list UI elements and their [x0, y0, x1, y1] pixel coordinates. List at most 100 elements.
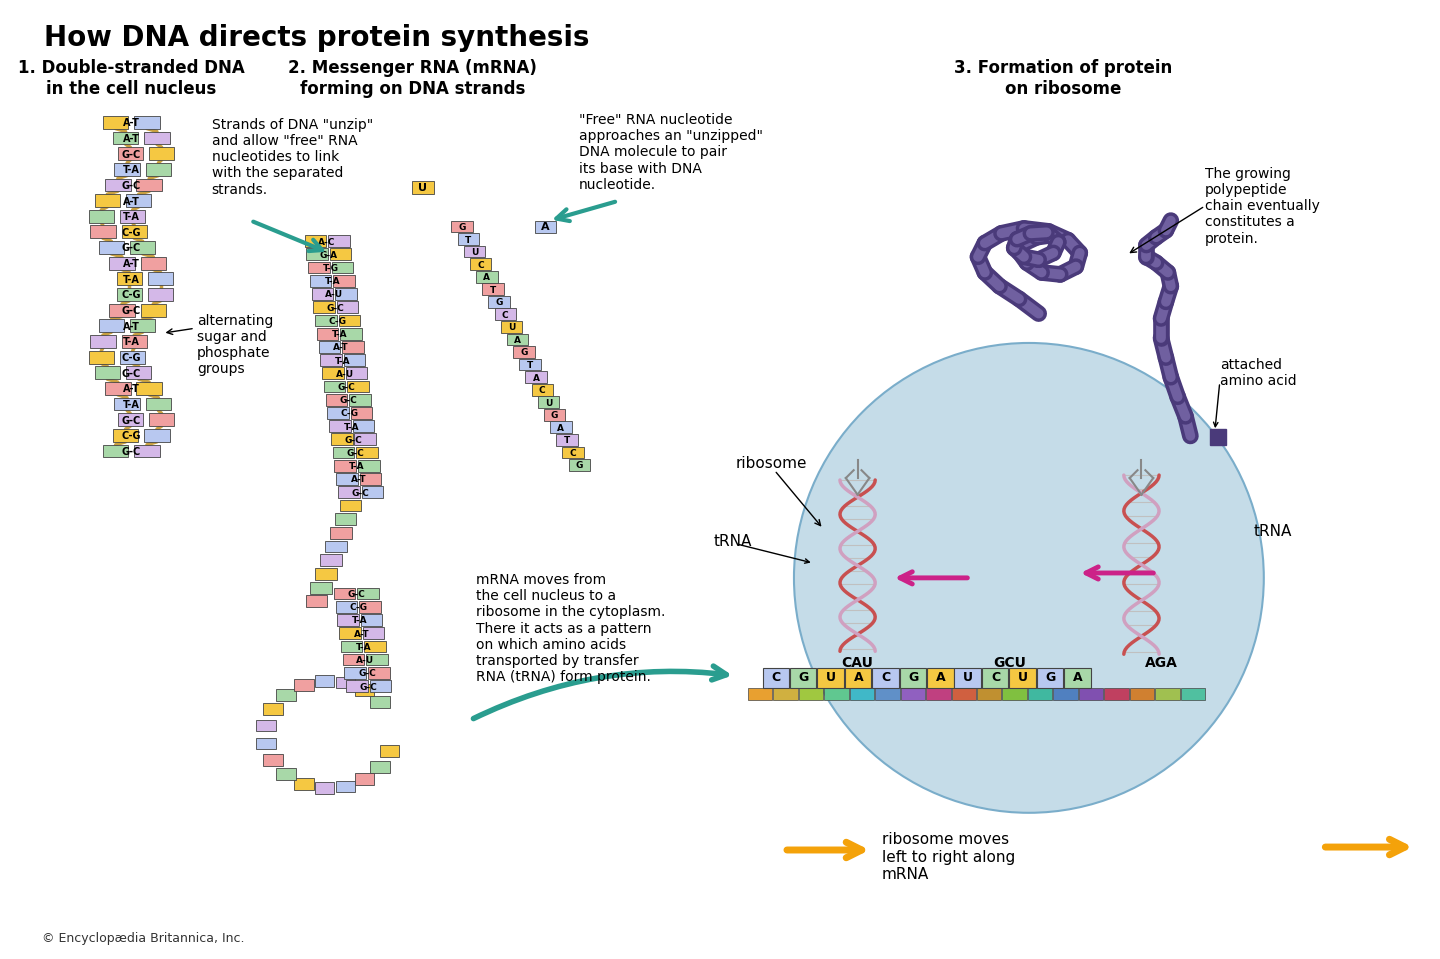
Bar: [1009, 667, 1035, 688]
Bar: [356, 447, 377, 458]
Bar: [338, 315, 360, 326]
Text: T-A: T-A: [122, 338, 140, 347]
Bar: [520, 359, 541, 370]
Bar: [145, 163, 171, 175]
Text: A: A: [541, 222, 550, 232]
Bar: [314, 675, 334, 687]
Text: T: T: [564, 436, 570, 445]
Bar: [276, 768, 297, 781]
Bar: [118, 413, 143, 426]
Bar: [315, 568, 337, 580]
Bar: [328, 235, 350, 247]
Bar: [982, 667, 1008, 688]
Bar: [537, 396, 559, 409]
Bar: [89, 210, 114, 222]
Text: C-G: C-G: [348, 603, 367, 612]
Bar: [118, 147, 143, 160]
Text: AGA: AGA: [1145, 656, 1178, 670]
Text: G-C: G-C: [121, 306, 141, 316]
Bar: [337, 301, 359, 313]
Bar: [544, 409, 566, 421]
Text: T: T: [465, 236, 471, 245]
Bar: [121, 335, 147, 348]
Text: C-G: C-G: [121, 291, 141, 300]
Bar: [109, 304, 135, 316]
Bar: [334, 460, 356, 472]
Text: G-C: G-C: [121, 447, 141, 457]
Bar: [364, 641, 386, 652]
Text: T-A: T-A: [344, 423, 360, 432]
Text: CAU: CAU: [841, 656, 874, 670]
Bar: [556, 434, 577, 446]
Bar: [310, 275, 331, 287]
Bar: [105, 178, 131, 191]
Text: U: U: [544, 399, 552, 408]
Bar: [818, 667, 844, 688]
Text: A-T: A-T: [351, 476, 367, 484]
Bar: [102, 116, 128, 129]
Text: ribosome moves
left to right along
mRNA: ribosome moves left to right along mRNA: [883, 832, 1015, 882]
Bar: [927, 667, 953, 688]
Text: alternating
sugar and
phosphate
groups: alternating sugar and phosphate groups: [197, 314, 274, 376]
Text: G-C: G-C: [340, 396, 357, 406]
Bar: [451, 221, 472, 232]
Bar: [137, 178, 161, 191]
Text: The growing
polypeptide
chain eventually
constitutes a
protein.: The growing polypeptide chain eventually…: [1205, 167, 1320, 246]
Bar: [1002, 688, 1027, 700]
Bar: [1181, 688, 1205, 700]
Bar: [1155, 688, 1179, 700]
Bar: [348, 394, 370, 406]
Bar: [137, 382, 161, 395]
Bar: [331, 433, 353, 445]
Text: A-T: A-T: [122, 322, 140, 332]
Bar: [347, 381, 369, 392]
Text: G: G: [799, 671, 809, 684]
Bar: [336, 288, 357, 300]
Bar: [336, 601, 357, 613]
Bar: [353, 420, 374, 432]
Bar: [976, 688, 1001, 700]
Text: ribosome: ribosome: [736, 456, 806, 471]
Bar: [141, 257, 166, 269]
Bar: [325, 541, 347, 552]
Bar: [412, 181, 433, 194]
Bar: [1079, 688, 1103, 700]
Bar: [95, 366, 120, 379]
Bar: [307, 248, 328, 260]
Bar: [340, 328, 361, 339]
Bar: [747, 688, 772, 700]
Bar: [114, 398, 140, 410]
Text: C: C: [503, 311, 508, 319]
Bar: [91, 225, 115, 238]
Bar: [873, 667, 899, 688]
Bar: [346, 367, 367, 379]
Text: tRNA: tRNA: [1254, 524, 1292, 539]
Bar: [369, 667, 389, 679]
Bar: [773, 688, 798, 700]
Bar: [148, 413, 174, 426]
Bar: [89, 351, 114, 363]
Text: C-G: C-G: [121, 432, 141, 441]
Text: U: U: [1018, 671, 1028, 684]
Text: G-C: G-C: [347, 590, 366, 599]
Bar: [91, 335, 115, 348]
Bar: [148, 272, 173, 285]
Bar: [354, 433, 376, 445]
Bar: [134, 445, 160, 457]
Text: A-T: A-T: [333, 343, 348, 352]
Circle shape: [793, 343, 1264, 813]
Bar: [1130, 688, 1155, 700]
Text: How DNA directs protein synthesis: How DNA directs protein synthesis: [45, 24, 589, 52]
Text: G-C: G-C: [360, 683, 377, 691]
Bar: [1037, 667, 1063, 688]
Bar: [148, 147, 174, 160]
Text: T: T: [490, 286, 497, 294]
Text: G-C: G-C: [344, 435, 363, 445]
Text: A-T: A-T: [122, 134, 140, 144]
Bar: [845, 667, 871, 688]
Text: tRNA: tRNA: [714, 534, 752, 549]
Text: A-U: A-U: [325, 291, 343, 299]
Bar: [341, 641, 363, 652]
Bar: [464, 246, 485, 257]
Text: T-A: T-A: [122, 165, 140, 175]
